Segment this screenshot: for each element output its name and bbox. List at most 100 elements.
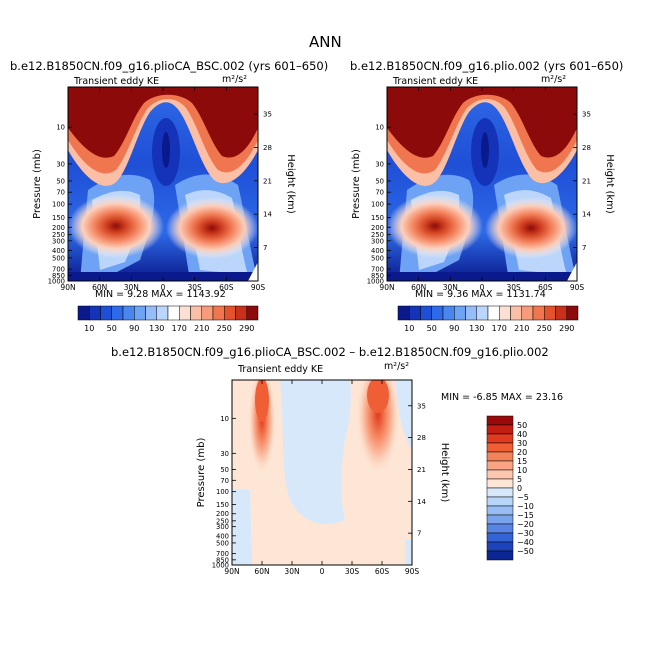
height-tick-label: 21 (263, 177, 272, 185)
diff-colorbar-label: −20 (517, 520, 534, 529)
y-tick-label: 850 (216, 556, 229, 564)
y-tick-label: 700 (216, 550, 229, 558)
colorbar-label: 210 (194, 324, 209, 333)
diff-colorbar-swatch (486, 532, 514, 543)
y-tick-label: 700 (371, 266, 384, 274)
diff-colorbar-swatch (486, 478, 514, 489)
page-title: ANN (309, 33, 342, 51)
colorbar-label: 10 (404, 324, 414, 333)
diff-colorbar-label: −50 (517, 547, 534, 556)
colorbar-swatch (454, 305, 466, 321)
height-tick-label: 7 (263, 244, 267, 252)
colorbar-swatch (566, 305, 579, 321)
colorbar-swatch (122, 305, 135, 321)
diff-colorbar-swatch (486, 451, 514, 462)
y-tick-label: 400 (371, 247, 384, 255)
diff-colorbar-swatch (486, 496, 514, 507)
height-tick-label: 28 (582, 144, 591, 152)
y-tick-label: 250 (216, 517, 229, 525)
x-tick-label: 60N (254, 567, 269, 576)
height-tick-label: 14 (417, 498, 426, 506)
diff-colorbar-swatch (486, 415, 514, 426)
units-label-2: m²/s² (541, 74, 567, 85)
y-tick-label: 50 (56, 177, 65, 185)
height-tick-label: 7 (582, 244, 586, 252)
y-tick-label: 200 (216, 510, 229, 518)
x-tick-label: 0 (161, 283, 166, 292)
colorbar-swatch (167, 305, 180, 321)
colorbar-swatch (420, 305, 432, 321)
height-tick-label: 14 (582, 211, 591, 219)
height-tick-label: 28 (263, 144, 272, 152)
colorbar-swatch (544, 305, 556, 321)
diff-colorbar-swatch (486, 541, 514, 552)
y-tick-label: 30 (56, 160, 65, 168)
colorbar-label: 170 (172, 324, 187, 333)
colorbar-swatch (476, 305, 489, 321)
diff-colorbar-swatch (486, 487, 514, 498)
x-tick-label: 60S (219, 283, 234, 292)
x-tick-label: 30S (188, 283, 203, 292)
y-axis-title: Pressure (mb) (32, 149, 43, 219)
stats-text-1: MIN = 9.28 MAX = 1143.92 (95, 289, 226, 300)
height-axis-title: Height (km) (439, 443, 450, 503)
diff-colorbar-label: −5 (517, 493, 529, 502)
diff-colorbar-label: −15 (517, 511, 534, 520)
diff-colorbar-label: 50 (517, 421, 527, 430)
x-tick-label: 60S (375, 567, 390, 576)
colorbar-swatch (521, 305, 534, 321)
diff-colorbar-swatch (486, 424, 514, 435)
colorbar-label: 290 (239, 324, 254, 333)
height-tick-label: 21 (582, 177, 591, 185)
diff-colorbar-label: −10 (517, 502, 534, 511)
colorbar-label: 130 (149, 324, 164, 333)
diff-title: b.e12.B1850CN.f09_g16.plioCA_BSC.002 – b… (111, 345, 549, 359)
colorbar-swatch (111, 305, 124, 321)
diff-colorbar-swatch (486, 505, 514, 516)
height-tick-label: 28 (417, 434, 426, 442)
y-tick-label: 850 (52, 272, 65, 280)
diff-colorbar-swatch (486, 469, 514, 480)
y-tick-label: 10 (56, 124, 65, 132)
y-tick-label: 250 (52, 231, 65, 239)
colorbar-label: 290 (559, 324, 574, 333)
case-title-2: b.e12.B1850CN.f09_g16.plio.002 (yrs 601–… (350, 59, 624, 73)
var-label-2: Transient eddy KE (393, 76, 479, 87)
y-tick-label: 1000 (367, 278, 384, 286)
y-tick-label: 150 (52, 214, 65, 222)
y-tick-label: 300 (216, 523, 229, 531)
y-tick-label: 200 (52, 224, 65, 232)
colorbar-label: 130 (469, 324, 484, 333)
colorbar-label: 50 (427, 324, 437, 333)
y-tick-label: 100 (52, 201, 65, 209)
x-tick-label: 90N (224, 567, 239, 576)
colorbar-swatch (235, 305, 247, 321)
colorbar-swatch (212, 305, 225, 321)
x-tick-label: 60S (538, 283, 553, 292)
diff-colorbar-label: −30 (517, 529, 534, 538)
x-tick-label: 90S (405, 567, 420, 576)
height-axis-title: Height (km) (285, 154, 296, 214)
diff-colorbar-swatch (486, 523, 514, 534)
y-tick-label: 500 (216, 539, 229, 547)
x-tick-label: 0 (480, 283, 485, 292)
colorbar-swatch (487, 305, 500, 321)
colorbar-label: 50 (107, 324, 117, 333)
colorbar-swatch (190, 305, 202, 321)
height-tick-label: 14 (263, 211, 272, 219)
colorbar-label: 90 (449, 324, 459, 333)
diff-colorbar-label: 20 (517, 448, 527, 457)
colorbar-swatch (555, 305, 567, 321)
colorbar-swatch (224, 305, 236, 321)
x-tick-label: 30N (443, 283, 458, 292)
y-axis-title: Pressure (mb) (196, 438, 207, 508)
height-tick-label: 35 (582, 111, 591, 119)
y-tick-label: 150 (371, 214, 384, 222)
case-title-1: b.e12.B1850CN.f09_g16.plioCA_BSC.002 (yr… (10, 59, 329, 73)
x-tick-label: 90S (570, 283, 585, 292)
colorbar-label: 250 (537, 324, 552, 333)
colorbar-swatch (532, 305, 545, 321)
colorbar-swatch (465, 305, 477, 321)
units-label-1: m²/s² (222, 74, 248, 85)
